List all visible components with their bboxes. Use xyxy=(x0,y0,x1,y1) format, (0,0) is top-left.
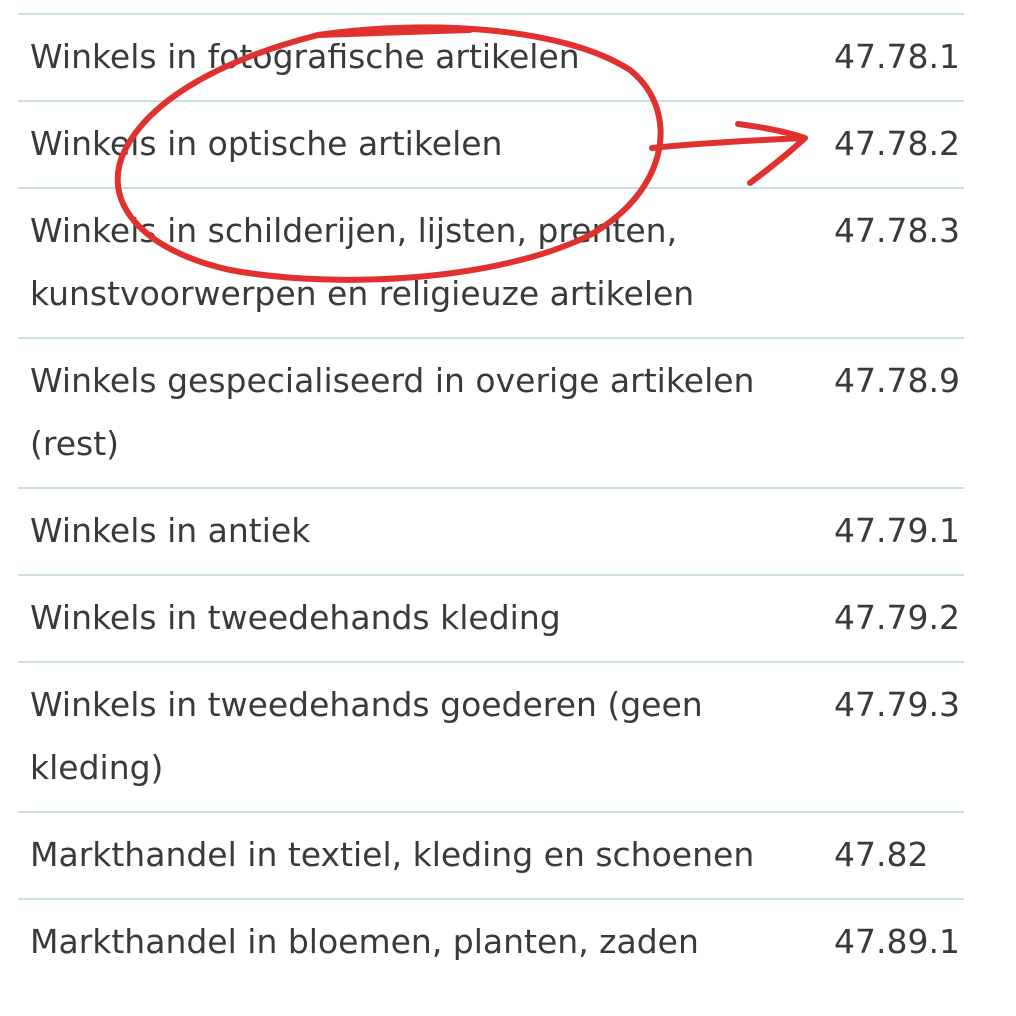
row-code: 47.78.9 xyxy=(820,337,964,488)
row-description: Winkels gespecialiseerd in overige artik… xyxy=(18,337,820,488)
row-code: 47.89.1 xyxy=(820,898,964,985)
row-code: 47.79.2 xyxy=(820,574,964,662)
row-description: Winkels in antiek xyxy=(18,487,820,575)
row-description: Winkels in schilderijen, lijsten, prente… xyxy=(18,187,820,338)
table-row: Winkels in tweedehands kleding 47.79.2 xyxy=(18,574,964,662)
row-code: 47.79.1 xyxy=(820,487,964,575)
table-row: Winkels in antiek 47.79.1 xyxy=(18,487,964,575)
table-row: Winkels in tweedehands goederen (geen kl… xyxy=(18,661,964,812)
row-description: Markthandel in textiel, kleding en schoe… xyxy=(18,811,820,899)
row-code: 47.78.1 xyxy=(820,13,964,101)
table-row: Winkels gespecialiseerd in overige artik… xyxy=(18,337,964,488)
table-row: Markthandel in textiel, kleding en schoe… xyxy=(18,811,964,899)
table-row: Winkels in fotografische artikelen 47.78.… xyxy=(18,13,964,101)
table-row: Markthandel in bloemen, planten, zaden 47… xyxy=(18,898,964,985)
row-code: 47.79.3 xyxy=(820,661,964,812)
row-description: Winkels in tweedehands kleding xyxy=(18,574,820,662)
row-code: 47.78.2 xyxy=(820,100,964,188)
sbi-code-table: Winkels in fotografische artikelen 47.78.… xyxy=(18,13,964,985)
table-row: Winkels in optische artikelen 47.78.2 xyxy=(18,100,964,188)
row-description: Winkels in tweedehands goederen (geen kl… xyxy=(18,661,820,812)
row-code: 47.78.3 xyxy=(820,187,964,338)
row-description: Winkels in fotografische artikelen xyxy=(18,13,820,101)
table-row: Winkels in schilderijen, lijsten, prente… xyxy=(18,187,964,338)
row-description: Winkels in optische artikelen xyxy=(18,100,820,188)
row-description: Markthandel in bloemen, planten, zaden xyxy=(18,898,820,985)
row-code: 47.82 xyxy=(820,811,964,899)
